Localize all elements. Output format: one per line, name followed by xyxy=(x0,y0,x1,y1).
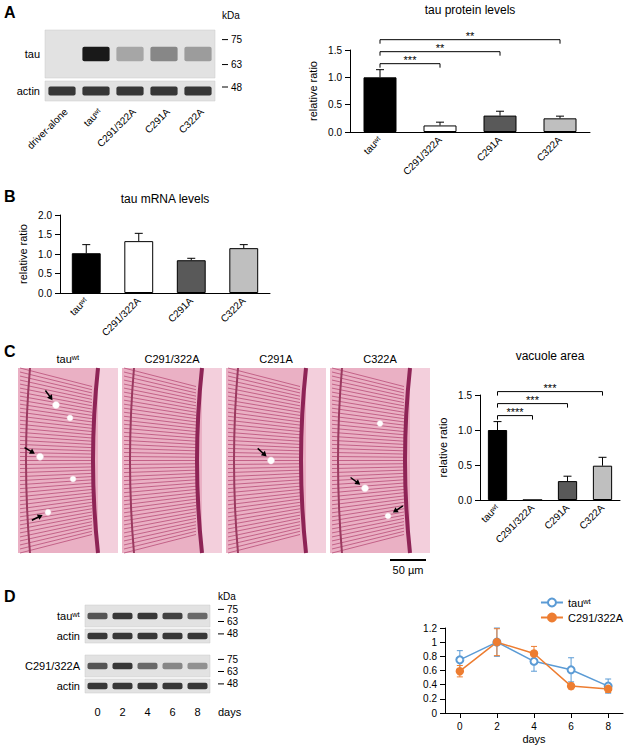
svg-text:days: days xyxy=(522,733,546,745)
svg-text:actin: actin xyxy=(17,85,40,97)
svg-text:0: 0 xyxy=(94,706,100,718)
svg-text:1.0: 1.0 xyxy=(328,72,342,83)
svg-text:vacuole area: vacuole area xyxy=(516,349,585,363)
svg-text:C291/322A: C291/322A xyxy=(493,502,536,545)
svg-text:relative ratio: relative ratio xyxy=(307,61,319,121)
svg-text:tauʷᵗ: tauʷᵗ xyxy=(57,610,81,622)
svg-text:***: *** xyxy=(404,54,418,66)
svg-text:days: days xyxy=(218,706,242,718)
svg-text:63: 63 xyxy=(227,616,239,627)
svg-text:C291/322A: C291/322A xyxy=(95,106,138,149)
svg-text:0.4: 0.4 xyxy=(423,679,437,690)
svg-text:1: 1 xyxy=(431,637,437,648)
svg-text:48: 48 xyxy=(227,678,239,689)
svg-text:75: 75 xyxy=(227,604,239,615)
svg-text:kDa: kDa xyxy=(222,10,240,21)
svg-text:48: 48 xyxy=(227,628,239,639)
svg-text:tau: tau xyxy=(25,48,40,60)
svg-text:48: 48 xyxy=(231,82,243,93)
svg-text:tau mRNA levels: tau mRNA levels xyxy=(121,192,210,206)
svg-text:tauʷᵗ: tauʷᵗ xyxy=(57,353,81,365)
svg-text:0.0: 0.0 xyxy=(38,288,52,299)
svg-text:50 µm: 50 µm xyxy=(393,564,424,576)
svg-text:63: 63 xyxy=(227,666,239,677)
svg-text:C: C xyxy=(4,343,16,360)
svg-text:0.2: 0.2 xyxy=(423,693,437,704)
svg-text:1.2: 1.2 xyxy=(423,623,437,634)
svg-text:C291A: C291A xyxy=(475,134,505,164)
svg-text:0: 0 xyxy=(457,721,463,732)
svg-text:8: 8 xyxy=(194,706,200,718)
svg-text:75: 75 xyxy=(231,34,243,45)
svg-text:0.5: 0.5 xyxy=(328,99,342,110)
svg-text:C291/322A: C291/322A xyxy=(401,134,444,177)
svg-text:****: **** xyxy=(506,406,524,418)
svg-text:1.5: 1.5 xyxy=(328,45,342,56)
svg-text:B: B xyxy=(4,188,16,205)
svg-text:C322A: C322A xyxy=(218,295,248,325)
svg-text:C322A: C322A xyxy=(577,502,607,532)
svg-text:2: 2 xyxy=(119,706,125,718)
svg-text:tauʷᵗ: tauʷᵗ xyxy=(568,597,592,609)
svg-text:1.5: 1.5 xyxy=(458,390,472,401)
svg-text:**: ** xyxy=(466,30,475,42)
svg-text:0.0: 0.0 xyxy=(458,495,472,506)
svg-text:75: 75 xyxy=(227,654,239,665)
svg-text:0.5: 0.5 xyxy=(38,268,52,279)
svg-text:C291/322A: C291/322A xyxy=(144,353,200,365)
svg-text:63: 63 xyxy=(231,59,243,70)
svg-text:**: ** xyxy=(436,42,445,54)
svg-text:0.6: 0.6 xyxy=(423,665,437,676)
svg-text:2: 2 xyxy=(494,721,500,732)
svg-text:tauʷᵗ: tauʷᵗ xyxy=(361,134,384,157)
svg-text:C291A: C291A xyxy=(259,353,293,365)
svg-text:actin: actin xyxy=(57,680,80,692)
svg-text:tau protein levels: tau protein levels xyxy=(425,3,516,17)
svg-text:C291/322A: C291/322A xyxy=(25,660,81,672)
svg-text:C322A: C322A xyxy=(363,353,397,365)
svg-text:A: A xyxy=(4,4,16,21)
svg-text:1.0: 1.0 xyxy=(458,425,472,436)
svg-text:***: *** xyxy=(526,394,540,406)
svg-text:4: 4 xyxy=(144,706,150,718)
svg-text:C291/322A: C291/322A xyxy=(568,612,624,624)
svg-text:tauʷᵗ: tauʷᵗ xyxy=(68,295,91,318)
svg-text:actin: actin xyxy=(57,630,80,642)
svg-text:relative ratio: relative ratio xyxy=(17,224,29,284)
svg-text:tauʷᵗ: tauʷᵗ xyxy=(479,502,502,525)
svg-text:6: 6 xyxy=(169,706,175,718)
svg-text:C291A: C291A xyxy=(542,502,572,532)
svg-text:C291A: C291A xyxy=(166,295,196,325)
svg-text:kDa: kDa xyxy=(218,591,236,602)
svg-text:C322A: C322A xyxy=(177,106,207,136)
svg-text:C291A: C291A xyxy=(143,106,173,136)
svg-text:4: 4 xyxy=(531,721,537,732)
svg-text:0.0: 0.0 xyxy=(328,127,342,138)
svg-text:0.5: 0.5 xyxy=(458,460,472,471)
svg-text:relative ratio: relative ratio xyxy=(437,418,449,478)
svg-text:tauʷᵗ: tauʷᵗ xyxy=(81,106,104,129)
svg-text:driver-alone: driver-alone xyxy=(25,106,70,151)
svg-text:8: 8 xyxy=(605,721,611,732)
svg-text:***: *** xyxy=(544,382,558,394)
svg-text:6: 6 xyxy=(568,721,574,732)
svg-text:1.0: 1.0 xyxy=(38,249,52,260)
svg-text:2.0: 2.0 xyxy=(38,210,52,221)
svg-text:C291/322A: C291/322A xyxy=(100,295,143,338)
svg-text:0: 0 xyxy=(431,708,437,719)
svg-text:D: D xyxy=(4,588,16,605)
svg-text:1.5: 1.5 xyxy=(38,229,52,240)
svg-text:C322A: C322A xyxy=(535,134,565,164)
svg-text:0.8: 0.8 xyxy=(423,651,437,662)
